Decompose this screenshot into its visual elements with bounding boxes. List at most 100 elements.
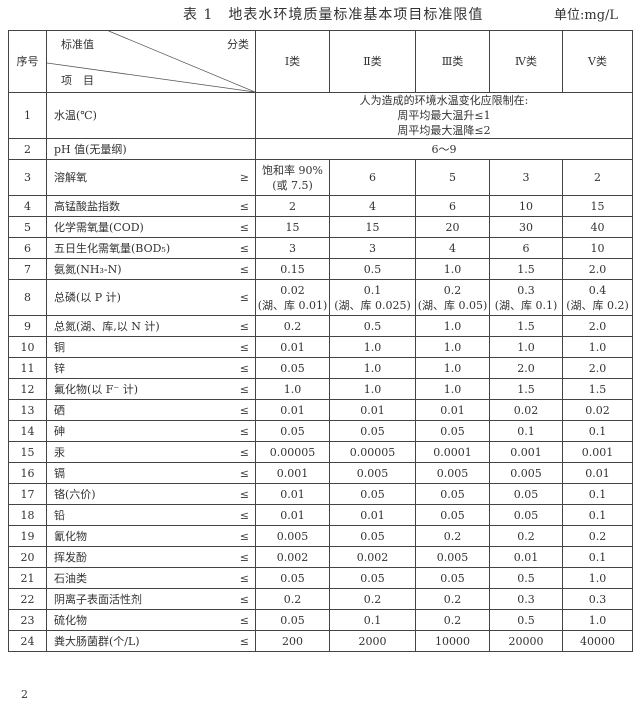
limit-value-class-5: 0.01 xyxy=(562,462,633,484)
limit-value-class-4: 0.01 xyxy=(489,546,563,568)
limit-value-class-1: 0.002 xyxy=(255,546,330,568)
limit-value-class-3: 6 xyxy=(415,195,490,217)
table-row: 3 溶解氧 ≥ 饱和率 90% (或 7.5) 6 5 3 2 xyxy=(8,159,633,196)
limit-value-class-2: 0.2 xyxy=(329,588,416,610)
row-name-cell: 砷 ≤ xyxy=(46,420,256,442)
row-name: 铬(六价) xyxy=(54,487,96,501)
limit-value-class-3: 1.0 xyxy=(415,378,490,400)
row-name-cell: 氰化物 ≤ xyxy=(46,525,256,547)
limit-value-class-1: 0.00005 xyxy=(255,441,330,463)
diagonal-lines xyxy=(47,31,255,92)
limit-value-class-3: 20 xyxy=(415,216,490,238)
limit-value-class-2: 0.1 xyxy=(329,609,416,631)
row-seq: 17 xyxy=(8,483,47,505)
limit-value-class-1: 1.0 xyxy=(255,378,330,400)
table-row: 20 挥发酚 ≤0.002 0.002 0.005 0.01 0.1 xyxy=(8,546,633,568)
limit-value-class-4: 0.05 xyxy=(489,483,563,505)
row-name: 粪大肠菌群(个/L) xyxy=(54,634,140,648)
limit-value-class-2: 0.005 xyxy=(329,462,416,484)
limit-value-class-3: 0.05 xyxy=(415,567,490,589)
limit-value-class-3: 1.0 xyxy=(415,315,490,337)
limit-value-class-1: 200 xyxy=(255,630,330,652)
comparison-sign: ≤ xyxy=(239,340,249,354)
table-row: 22 阴离子表面活性剂 ≤0.2 0.2 0.2 0.3 0.3 xyxy=(8,588,633,610)
limit-value-class-4: 0.005 xyxy=(489,462,563,484)
row-name: 五日生化需氧量(BOD₅) xyxy=(54,241,171,255)
row-name: pH 值(无量纲) xyxy=(46,138,256,160)
row-name-cell: 氟化物(以 F⁻ 计) ≤ xyxy=(46,378,256,400)
limit-value-class-2: 0.05 xyxy=(329,483,416,505)
row-name-cell: 硒 ≤ xyxy=(46,399,256,421)
limit-value-class-5: 0.4 (湖、库 0.2) xyxy=(562,279,633,316)
row-name: 锌 xyxy=(54,361,65,375)
comparison-sign: ≤ xyxy=(239,361,249,375)
table-row: 6 五日生化需氧量(BOD₅) ≤3 3 4 6 10 xyxy=(8,237,633,259)
limit-value-class-2: 0.1 (湖、库 0.025) xyxy=(329,279,416,316)
row-seq: 11 xyxy=(8,357,47,379)
table-row: 2 pH 值(无量纲) 6～9 xyxy=(8,138,633,160)
table-row: 10 铜 ≤0.01 1.0 1.0 1.0 1.0 xyxy=(8,336,633,358)
row-seq: 9 xyxy=(8,315,47,337)
limit-value-class-4: 0.3 (湖、库 0.1) xyxy=(489,279,563,316)
limit-value-class-3: 0.005 xyxy=(415,546,490,568)
unit-label: 单位:mg/L xyxy=(554,8,619,23)
limit-value-class-1: 2 xyxy=(255,195,330,217)
limit-value-class-5: 2.0 xyxy=(562,315,633,337)
row-name: 总磷(以 P 计) xyxy=(54,291,121,304)
row-name-cell: 锌 ≤ xyxy=(46,357,256,379)
row-name: 汞 xyxy=(54,445,65,459)
row-name-cell: 氨氮(NH₃-N) ≤ xyxy=(46,258,256,280)
limit-value-class-5: 1.0 xyxy=(562,609,633,631)
row-name: 高锰酸盐指数 xyxy=(54,199,120,213)
limit-value-class-1: 0.02 (湖、库 0.01) xyxy=(255,279,330,316)
limit-value-class-1: 0.001 xyxy=(255,462,330,484)
limit-value-class-2: 2000 xyxy=(329,630,416,652)
limit-value-class-4: 3 xyxy=(489,159,563,196)
table-row: 8 总磷(以 P 计) ≤0.02 (湖、库 0.01) 0.1 (湖、库 0.025… xyxy=(8,279,633,316)
comparison-sign: ≤ xyxy=(239,466,249,480)
row-name: 氨氮(NH₃-N) xyxy=(54,262,122,276)
row-seq: 2 xyxy=(8,138,47,160)
limit-value-class-2: 0.00005 xyxy=(329,441,416,463)
comparison-sign: ≤ xyxy=(239,550,249,564)
table-row: 17 铬(六价) ≤0.01 0.05 0.05 0.05 0.1 xyxy=(8,483,633,505)
limit-value-class-2: 0.002 xyxy=(329,546,416,568)
row-name-cell: 铬(六价) ≤ xyxy=(46,483,256,505)
limit-value-class-4: 1.5 xyxy=(489,258,563,280)
limit-value-class-3: 0.2 xyxy=(415,525,490,547)
limit-value-class-4: 0.3 xyxy=(489,588,563,610)
water-temp-limits: 人为造成的环境水温变化应限制在: 周平均最大温升≤1 周平均最大温降≤2 xyxy=(255,92,633,139)
row-seq: 16 xyxy=(8,462,47,484)
limit-line: 周平均最大温升≤1 xyxy=(397,109,491,122)
comparison-sign: ≤ xyxy=(239,199,249,213)
row-name-cell: 铜 ≤ xyxy=(46,336,256,358)
row-name-cell: 总磷(以 P 计) ≤ xyxy=(46,279,256,316)
limit-value-class-2: 1.0 xyxy=(329,336,416,358)
limit-value-class-5: 1.0 xyxy=(562,567,633,589)
limit-value-class-3: 1.0 xyxy=(415,336,490,358)
limit-value-class-5: 2 xyxy=(562,159,633,196)
limit-value-class-1: 0.05 xyxy=(255,357,330,379)
header-category: 分类 xyxy=(227,38,249,51)
row-seq: 5 xyxy=(8,216,47,238)
limit-value-class-3: 0.0001 xyxy=(415,441,490,463)
comparison-sign: ≤ xyxy=(239,262,249,276)
limit-value-class-2: 0.5 xyxy=(329,315,416,337)
row-name: 铅 xyxy=(54,508,65,522)
comparison-sign: ≤ xyxy=(239,613,249,627)
limit-value-class-3: 0.2 xyxy=(415,609,490,631)
limit-value-class-3: 0.05 xyxy=(415,504,490,526)
row-seq: 21 xyxy=(8,567,47,589)
limit-value-class-2: 0.5 xyxy=(329,258,416,280)
table-title: 表 1 地表水环境质量标准基本项目标准限值 xyxy=(183,7,484,23)
limit-value-class-1: 0.2 xyxy=(255,588,330,610)
limit-value-class-1: 饱和率 90% (或 7.5) xyxy=(255,159,330,196)
comparison-sign: ≤ xyxy=(239,319,249,333)
row-name-cell: 溶解氧 ≥ xyxy=(46,159,256,196)
limit-value-class-1: 0.01 xyxy=(255,483,330,505)
row-name: 砷 xyxy=(54,424,65,438)
row-name-cell: 化学需氧量(COD) ≤ xyxy=(46,216,256,238)
row-name-cell: 阴离子表面活性剂 ≤ xyxy=(46,588,256,610)
row-name: 氟化物(以 F⁻ 计) xyxy=(54,382,139,396)
limit-value-class-3: 10000 xyxy=(415,630,490,652)
